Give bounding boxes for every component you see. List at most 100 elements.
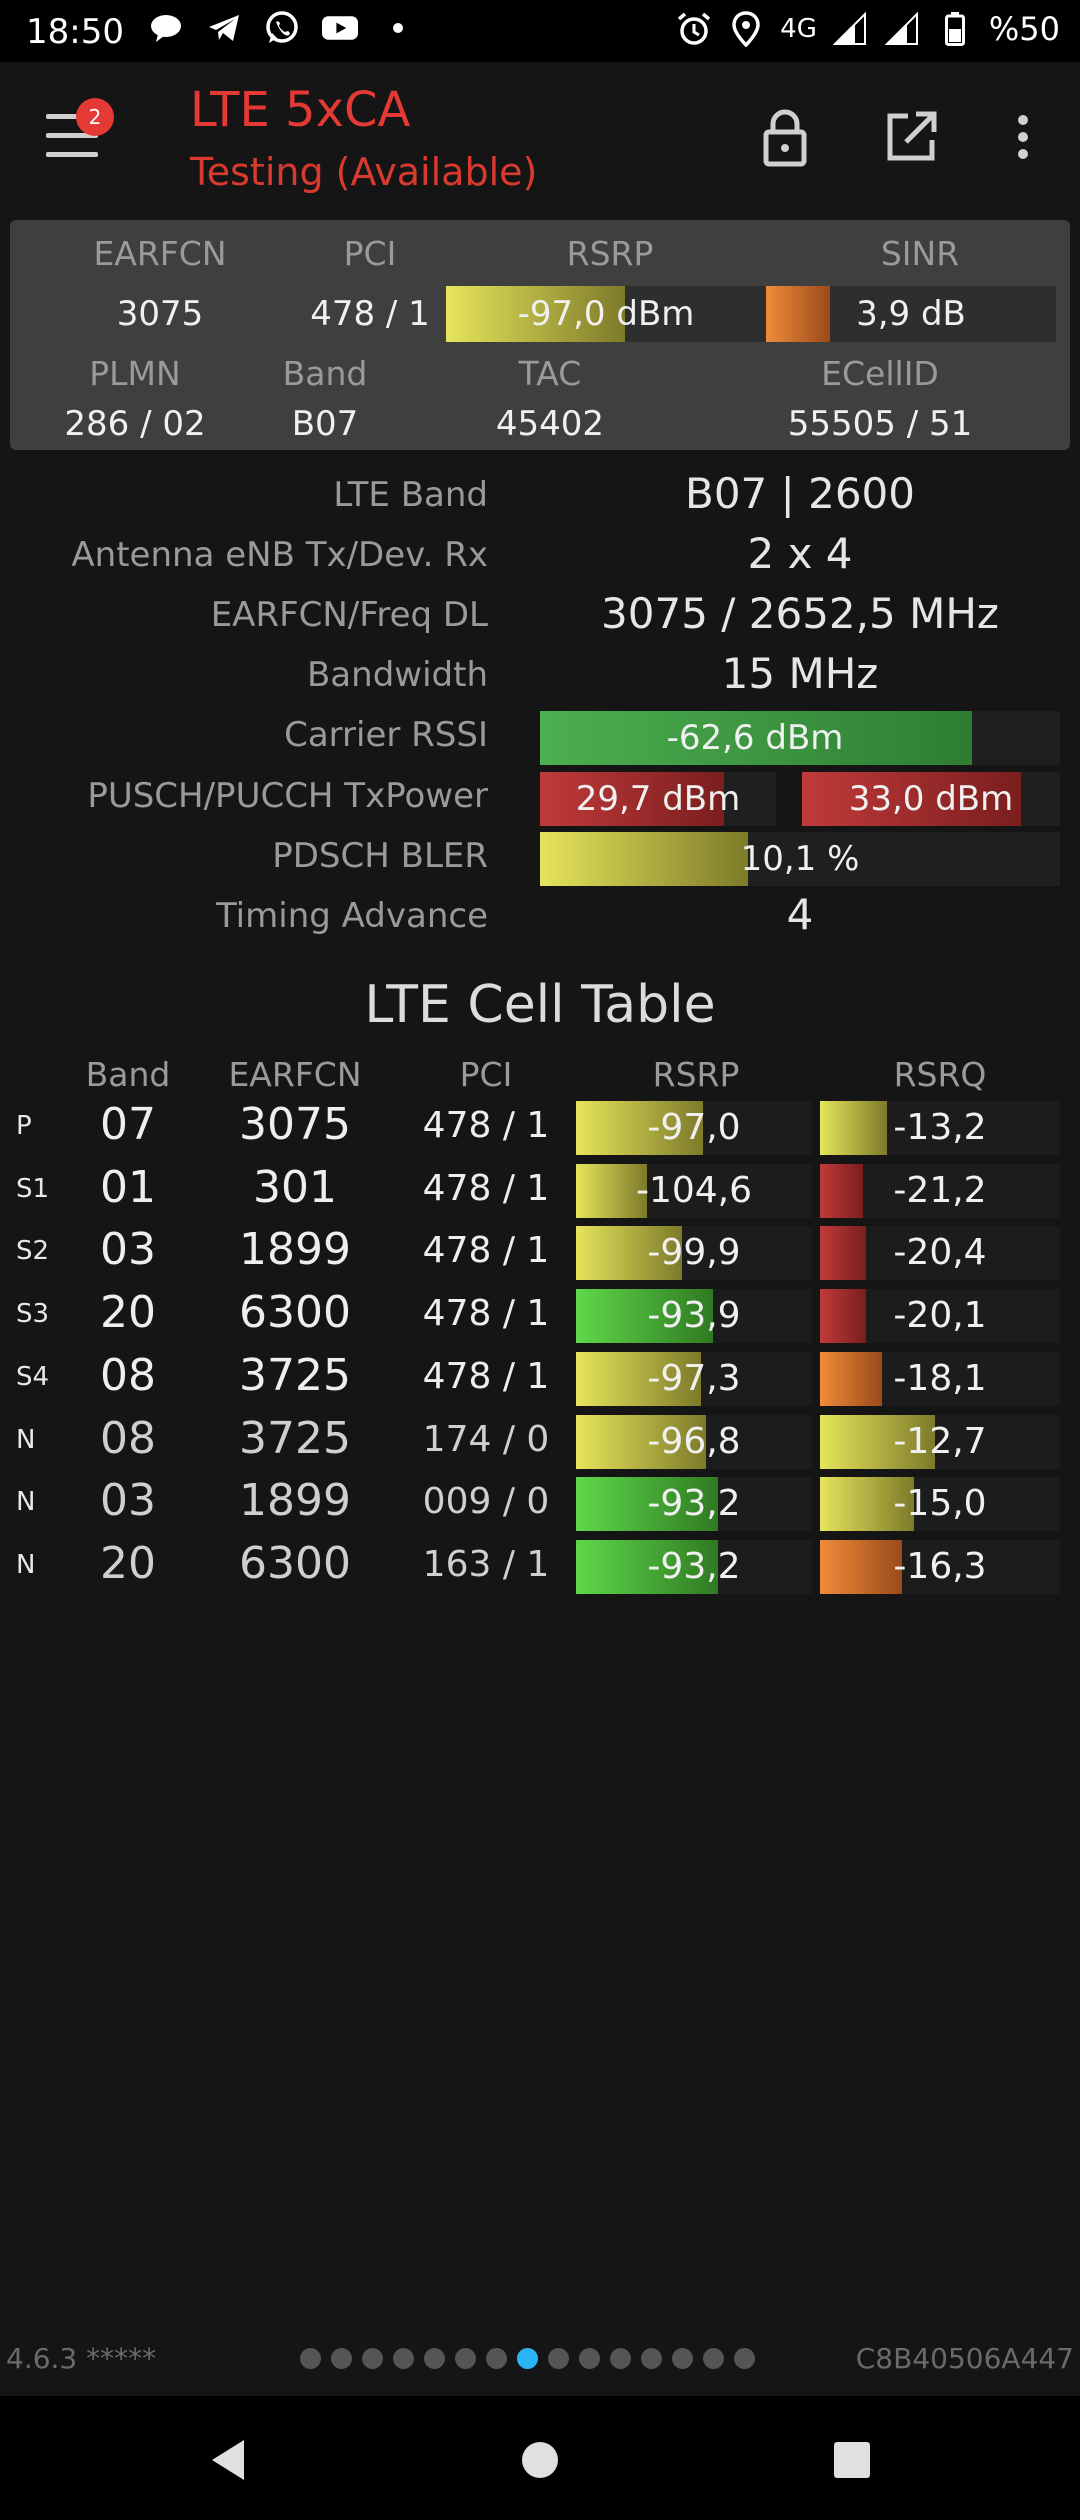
home-icon[interactable] [512, 2432, 568, 2488]
app-version: 4.6.3 ***** [6, 2342, 157, 2375]
tac-value: 45402 [495, 404, 605, 444]
rsrp-bar-fill [446, 286, 626, 342]
cell-pci: 163 / 1 [422, 1543, 550, 1585]
pci-value: 478 / 1 [310, 294, 430, 334]
recents-icon[interactable] [824, 2432, 880, 2488]
pucch-bar: 33,0 dBm [802, 772, 1060, 826]
cell-earfcn: 3075 [239, 1099, 351, 1150]
cell-rsrp-bar: -93,2 [576, 1539, 812, 1594]
carrier-rssi-label: Carrier RSSI [284, 715, 488, 755]
cell-earfcn: 3725 [239, 1412, 351, 1464]
table-row: P 07 3075 478 / 1 -97,0 -13,2 [0, 1095, 1080, 1157]
page-indicator [300, 2348, 755, 2369]
sinr-bar: 3,9 dB [766, 286, 1056, 342]
page-dot[interactable] [610, 2348, 631, 2369]
network-type: 4G [780, 14, 817, 44]
cell-rsrp-value: -97,0 [647, 1107, 741, 1148]
cell-rsrp-bar: -93,9 [576, 1289, 812, 1344]
page-dot[interactable] [703, 2348, 724, 2369]
cell-rsrq-value: -16,3 [893, 1545, 987, 1587]
earfcn-freq-label: EARFCN/Freq DL [210, 595, 488, 635]
app-title: LTE 5xCA [190, 82, 411, 138]
earfcn-freq-row: EARFCN/Freq DL 3075 / 2652,5 MHz [0, 587, 1080, 647]
antenna-row: Antenna eNB Tx/Dev. Rx 2 x 4 [0, 527, 1080, 587]
col-rsrp-header: RSRP [652, 1055, 740, 1094]
col-band-header: Band [85, 1055, 171, 1094]
cell-rsrq-bar: -18,1 [820, 1351, 1060, 1406]
cell-earfcn: 301 [253, 1161, 337, 1213]
bler-bar: 10,1 % [540, 832, 1060, 886]
bler-value: 10,1 % [740, 839, 860, 879]
back-icon[interactable] [200, 2432, 256, 2488]
carrier-rssi-bar: -62,6 dBm [540, 711, 1060, 765]
page-dot[interactable] [362, 2348, 383, 2369]
alarm-icon [676, 11, 712, 47]
whatsapp-icon [264, 10, 300, 46]
cell-rsrp-fill [576, 1351, 702, 1406]
page-dot[interactable] [300, 2348, 321, 2369]
cell-type: S1 [16, 1173, 50, 1204]
lock-icon[interactable] [750, 102, 820, 172]
timing-advance-value: 4 [786, 890, 814, 939]
col-earfcn-header: EARFCN [228, 1055, 362, 1094]
cell-rsrp-value: -104,6 [635, 1169, 753, 1211]
cell-table-title: LTE Cell Table [364, 975, 716, 1035]
cell-rsrq-value: -18,1 [893, 1357, 987, 1399]
cell-rsrp-value: -93,2 [647, 1545, 741, 1587]
page-dot[interactable] [734, 2348, 755, 2369]
signal-icon-2 [884, 11, 921, 47]
cell-type: N [16, 1424, 36, 1455]
cell-band: 20 [100, 1537, 156, 1589]
table-row: S3 20 6300 478 / 1 -93,9 -20,1 [0, 1283, 1080, 1345]
cell-band: 07 [100, 1099, 156, 1150]
cell-earfcn: 1899 [239, 1224, 351, 1276]
open-external-icon[interactable] [876, 102, 946, 172]
cell-rsrp-fill [576, 1477, 718, 1532]
bler-label: PDSCH BLER [272, 836, 488, 876]
table-row: N 08 3725 174 / 0 -96,8 -12,7 [0, 1409, 1080, 1471]
table-row: S1 01 301 478 / 1 -104,6 -21,2 [0, 1158, 1080, 1220]
cell-rsrq-bar: -20,4 [820, 1226, 1060, 1281]
app-subtitle: Testing (Available) [190, 150, 538, 194]
page-dot[interactable] [331, 2348, 352, 2369]
menu-icon [46, 114, 98, 119]
page-dot[interactable] [455, 2348, 476, 2369]
antenna-label: Antenna eNB Tx/Dev. Rx [71, 535, 488, 575]
col-rsrq-header: RSRQ [893, 1055, 987, 1094]
battery-percent: %50 [988, 10, 1060, 48]
notification-icons [148, 10, 416, 46]
cell-type: S2 [16, 1236, 50, 1267]
cell-type: S4 [16, 1361, 50, 1392]
menu-button[interactable] [46, 114, 100, 158]
system-icons: 4G %50 [676, 10, 1060, 48]
page-dot[interactable] [393, 2348, 414, 2369]
lte-band-label: LTE Band [333, 475, 488, 515]
pusch-bar: 29,7 dBm [540, 772, 776, 826]
page-dot[interactable] [579, 2348, 600, 2369]
lte-band-row: LTE Band B07 | 2600 [0, 467, 1080, 527]
cell-rsrq-fill [820, 1101, 888, 1155]
status-bar: 18:50 4G %50 [0, 0, 1080, 62]
dot-icon [380, 10, 416, 46]
cell-type: S3 [16, 1299, 50, 1330]
page-dot[interactable] [486, 2348, 507, 2369]
cell-rsrp-bar: -97,3 [576, 1351, 812, 1406]
more-options-icon[interactable] [988, 102, 1058, 172]
page-dot[interactable] [641, 2348, 662, 2369]
bandwidth-label: Bandwidth [306, 655, 488, 695]
cell-rsrq-value: -21,2 [893, 1169, 987, 1211]
sinr-value: 3,9 dB [856, 294, 966, 334]
cell-earfcn: 6300 [239, 1537, 351, 1589]
cell-rsrp-bar: -97,0 [576, 1101, 812, 1155]
cell-rsrp-fill [576, 1539, 718, 1594]
cell-rsrp-fill [576, 1414, 706, 1469]
cell-rsrq-bar: -12,7 [820, 1414, 1060, 1469]
band-value: B07 [291, 404, 359, 444]
cell-rsrq-bar: -16,3 [820, 1539, 1060, 1594]
cell-band: 08 [100, 1412, 156, 1464]
page-dot[interactable] [517, 2348, 538, 2369]
page-dot[interactable] [672, 2348, 693, 2369]
page-dot[interactable] [548, 2348, 569, 2369]
telegram-icon [206, 10, 242, 46]
page-dot[interactable] [424, 2348, 445, 2369]
